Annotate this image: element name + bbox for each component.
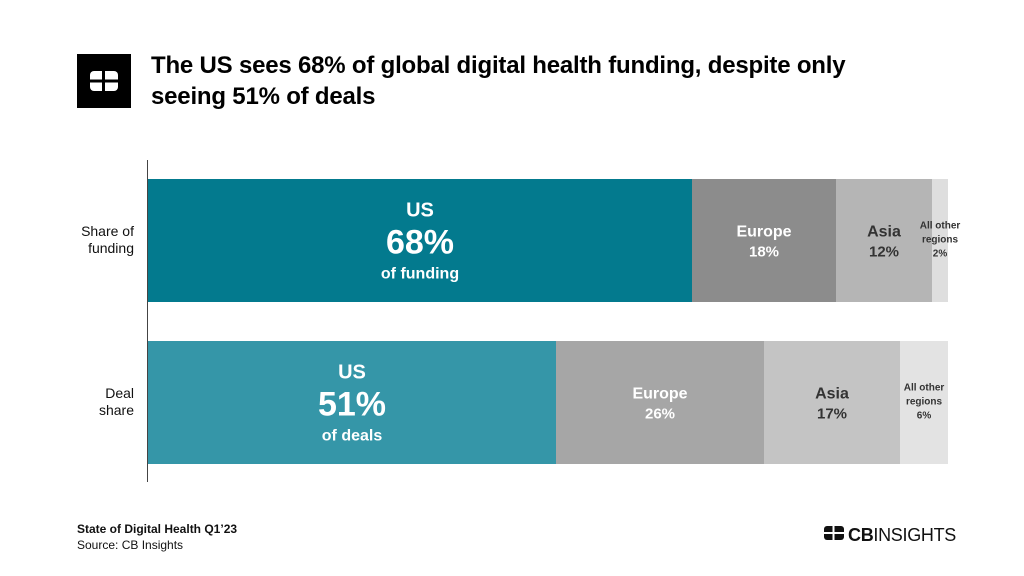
- bar-funding-asia-value: 12%: [869, 244, 899, 261]
- bar-deals-asia: [764, 341, 900, 464]
- bar-deals-us-sublabel: of deals: [322, 428, 383, 445]
- bar-deals-asia-value: 17%: [817, 406, 847, 423]
- bar-deals-all-other-regions-value: 6%: [917, 411, 932, 422]
- bar-funding-europe: [692, 179, 836, 302]
- bar-deals-us-label: US: [338, 362, 366, 384]
- bar-funding-us: [148, 179, 692, 302]
- y-axis-line: [147, 160, 148, 482]
- bar-deals-asia-label: Asia: [815, 386, 849, 403]
- bar-deals-us-value: 51%: [318, 386, 386, 424]
- chart-title-line-2: seeing 51% of deals: [151, 83, 376, 110]
- bar-funding-us-label: US: [406, 200, 434, 222]
- bar-deals-europe: [556, 341, 764, 464]
- row-label-deals-line-2: share: [98, 402, 134, 418]
- bar-funding-us-value: 68%: [386, 224, 454, 262]
- bar-funding-europe-label: Europe: [736, 224, 791, 241]
- row-label-deals-line-1: Deal: [105, 385, 134, 401]
- footer-source: Source: CB Insights: [77, 538, 184, 552]
- cb-insights-logo-icon: [824, 525, 844, 546]
- bar-deals-all-other-regions-label-line-1: All other: [904, 383, 945, 394]
- brand-wordmark: CBINSIGHTS: [848, 525, 956, 546]
- chart-title-line-1: The US sees 68% of global digital health…: [151, 52, 846, 79]
- brand-wordmark-light: INSIGHTS: [873, 524, 957, 545]
- bar-funding-all-other-regions-value: 2%: [933, 249, 948, 260]
- cb-logo-icon: [77, 54, 131, 108]
- bar-funding-us-sublabel: of funding: [381, 266, 459, 283]
- row-label-funding-line-2: funding: [88, 240, 134, 256]
- bar-funding-asia: [836, 179, 932, 302]
- footer-report-title: State of Digital Health Q1’23: [77, 522, 238, 536]
- bar-funding-all-other-regions-label-line-2: regions: [922, 235, 959, 246]
- row-label-funding-line-1: Share of: [81, 223, 134, 239]
- bar-deals-europe-value: 26%: [645, 406, 675, 423]
- bar-funding-all-other-regions-label-line-1: All other: [920, 221, 961, 232]
- row-label-funding: Share of funding: [14, 223, 134, 257]
- bar-deals-us: [148, 341, 556, 464]
- chart-title: The US sees 68% of global digital health…: [151, 50, 951, 112]
- bar-deals-europe-label: Europe: [632, 386, 687, 403]
- brand-wordmark-bold: CB: [848, 524, 874, 545]
- bar-deals-all-other-regions-label-line-2: regions: [906, 397, 943, 408]
- cb-insights-brand: CBINSIGHTS: [824, 524, 956, 546]
- row-label-deals: Deal share: [14, 385, 134, 419]
- bar-funding-asia-label: Asia: [867, 224, 901, 241]
- bar-funding-europe-value: 18%: [749, 244, 779, 261]
- bar-deals-all-other-regions: [900, 341, 948, 464]
- bar-funding-all-other-regions: [932, 179, 948, 302]
